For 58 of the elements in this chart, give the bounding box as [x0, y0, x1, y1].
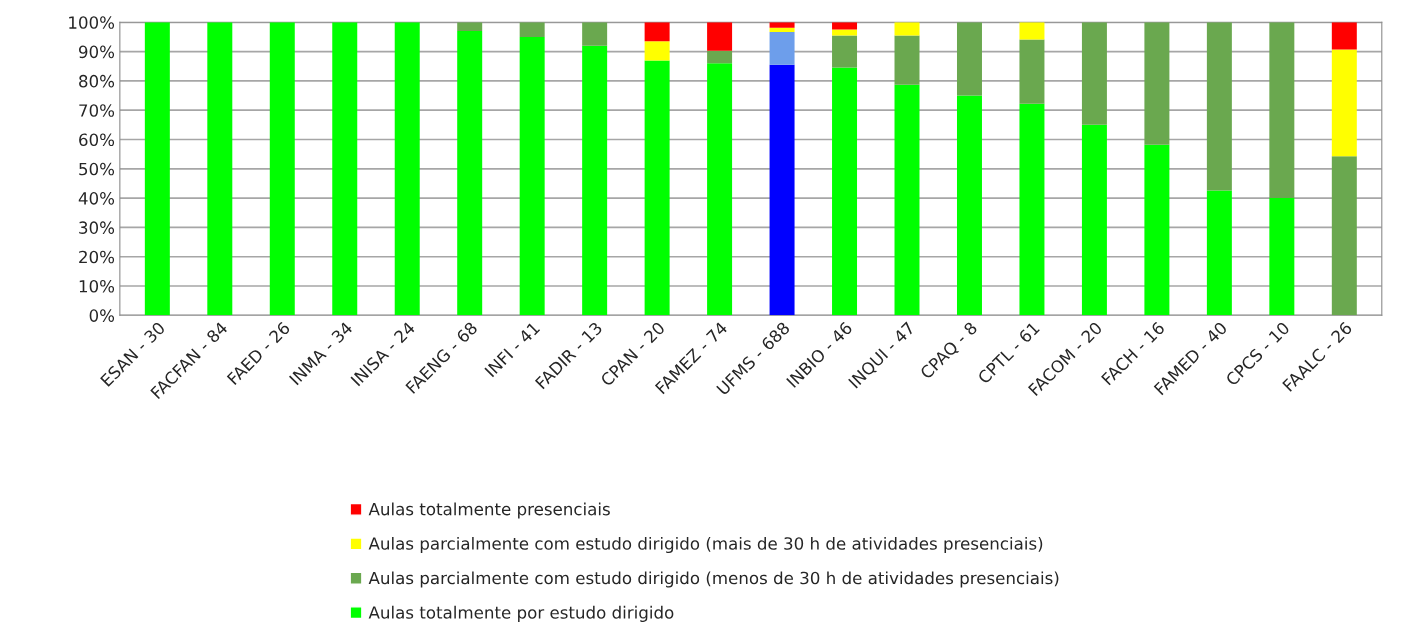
bar [1144, 144, 1170, 316]
bar [894, 35, 920, 85]
y-tick-label: 0% [89, 309, 115, 322]
y-tick-label: 10% [79, 279, 115, 293]
bar [1081, 22, 1107, 125]
bar [1019, 39, 1045, 104]
bar [894, 22, 920, 36]
y-tick-label: 90% [78, 45, 115, 59]
bar [1331, 49, 1357, 157]
bar [582, 45, 608, 316]
bar [644, 60, 670, 316]
bar [394, 22, 420, 316]
bar [769, 22, 795, 28]
y-tick-label: 70% [79, 104, 115, 117]
bar [707, 50, 733, 64]
bar [1081, 124, 1107, 316]
bar [894, 84, 920, 316]
bar [707, 22, 733, 51]
bar [207, 22, 233, 316]
legend-label: Aulas parcialmente com estudo dirigido (menos de 30 h de atividades presenciais) [368, 571, 1059, 588]
bar [582, 22, 608, 46]
legend-label: Aulas totalmente presenciais [368, 502, 610, 519]
bar [1331, 22, 1357, 50]
bar [769, 27, 795, 32]
bar [1269, 22, 1295, 199]
bar [332, 22, 358, 316]
bar [769, 31, 795, 65]
bar [644, 22, 670, 42]
bar [1144, 22, 1170, 145]
bar [832, 35, 858, 68]
y-tick-label: 50% [79, 162, 115, 176]
bar [769, 64, 795, 316]
bar [1269, 198, 1295, 316]
bar [519, 22, 545, 37]
y-tick-label: 30% [79, 221, 115, 234]
bar [457, 31, 483, 316]
y-tick-label: 60% [79, 133, 115, 147]
bar [707, 63, 733, 316]
legend-label: Aulas totalmente por estudo dirigido [368, 605, 674, 622]
bar [519, 36, 545, 316]
bar [1206, 22, 1232, 191]
y-tick-label: 80% [79, 74, 115, 88]
bar [832, 67, 858, 316]
bar [644, 41, 670, 61]
bar [269, 22, 295, 316]
y-tick-label: 20% [79, 250, 115, 264]
y-tick-label: 40% [78, 192, 115, 205]
bar [956, 22, 982, 96]
bar [832, 22, 858, 30]
bar [144, 22, 170, 316]
y-tick-label: 100% [69, 16, 115, 29]
bar [956, 95, 982, 316]
legend-label: Aulas parcialmente com estudo dirigido (mais de 30 h de atividades presenciais) [368, 536, 1043, 554]
bar [1019, 103, 1045, 316]
bar [1206, 190, 1232, 316]
bar [457, 22, 483, 32]
bar [1019, 22, 1045, 40]
bar [1331, 156, 1357, 316]
